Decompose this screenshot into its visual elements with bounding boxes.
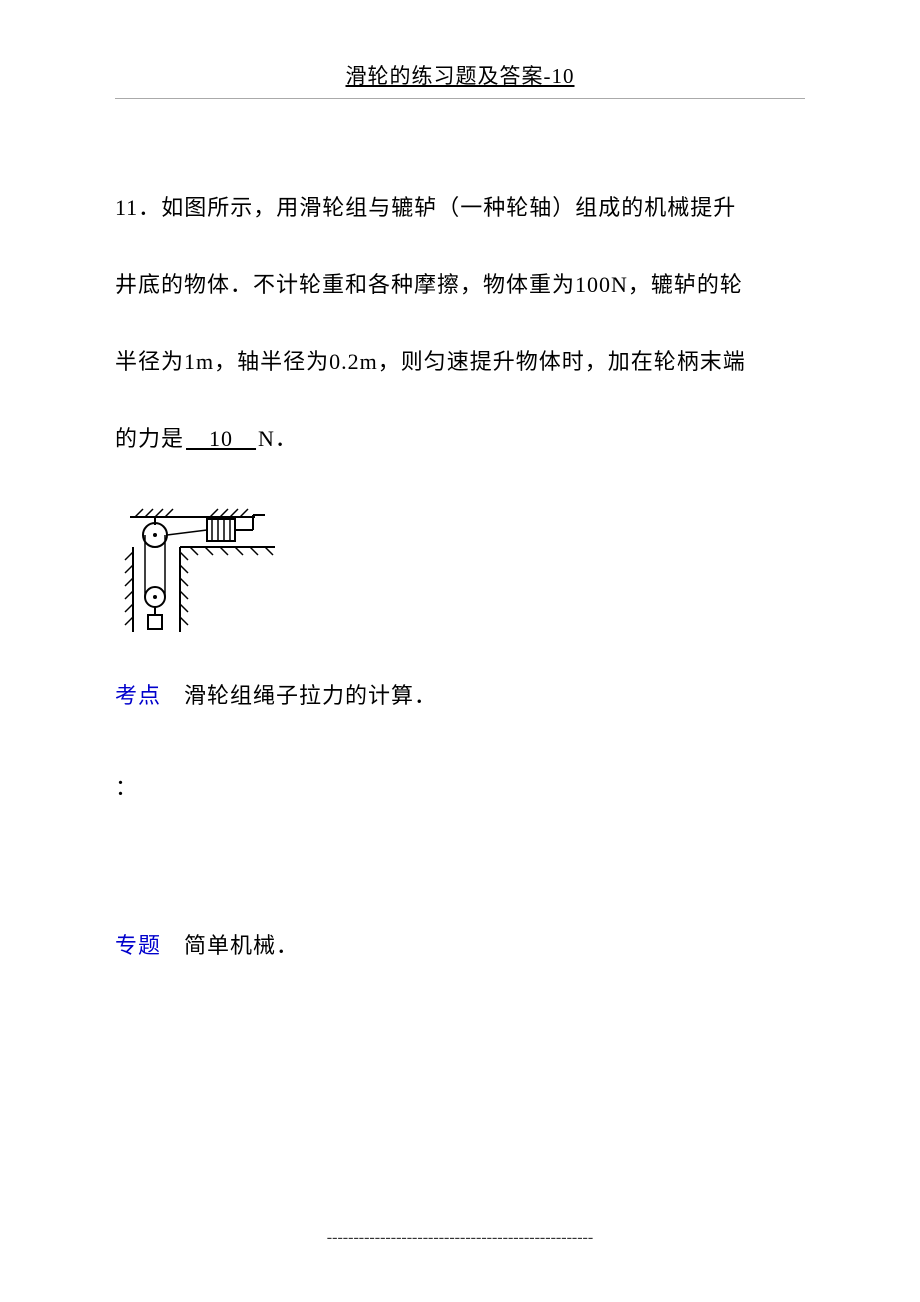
problem-line-3: 半径为1m，轴半径为0.2m，则匀速提升物体时，加在轮柄末端 — [115, 349, 746, 374]
problem-number: 11． — [115, 195, 161, 220]
footer-dashes: ----------------------------------------… — [0, 1229, 920, 1247]
exam-point-line: 考点 滑轮组绳子拉力的计算． — [115, 672, 805, 720]
problem-line-1: 如图所示，用滑轮组与辘轳（一种轮轴）组成的机械提升 — [161, 195, 736, 220]
problem-line-4-prefix: 的力是 — [115, 426, 184, 451]
colon-line: ： — [115, 770, 805, 802]
problem-line-4-suffix: N． — [258, 426, 298, 451]
exam-point-value: 滑轮组绳子拉力的计算． — [161, 683, 437, 708]
exam-point-label: 考点 — [115, 683, 161, 708]
topic-value: 简单机械． — [161, 933, 299, 958]
topic-label: 专题 — [115, 933, 161, 958]
topic-line: 专题 简单机械． — [115, 922, 805, 970]
pulley-diagram — [115, 497, 805, 642]
header-rule — [115, 98, 805, 99]
pulley-diagram-svg — [115, 497, 285, 637]
problem-line-2: 井底的物体．不计轮重和各种摩擦，物体重为100N，辘轳的轮 — [115, 272, 743, 297]
problem-paragraph: 11．如图所示，用滑轮组与辘轳（一种轮轴）组成的机械提升 井底的物体．不计轮重和… — [115, 169, 805, 477]
answer-blank: 10 — [184, 426, 258, 451]
page-header-title: 滑轮的练习题及答案-10 — [115, 60, 805, 90]
